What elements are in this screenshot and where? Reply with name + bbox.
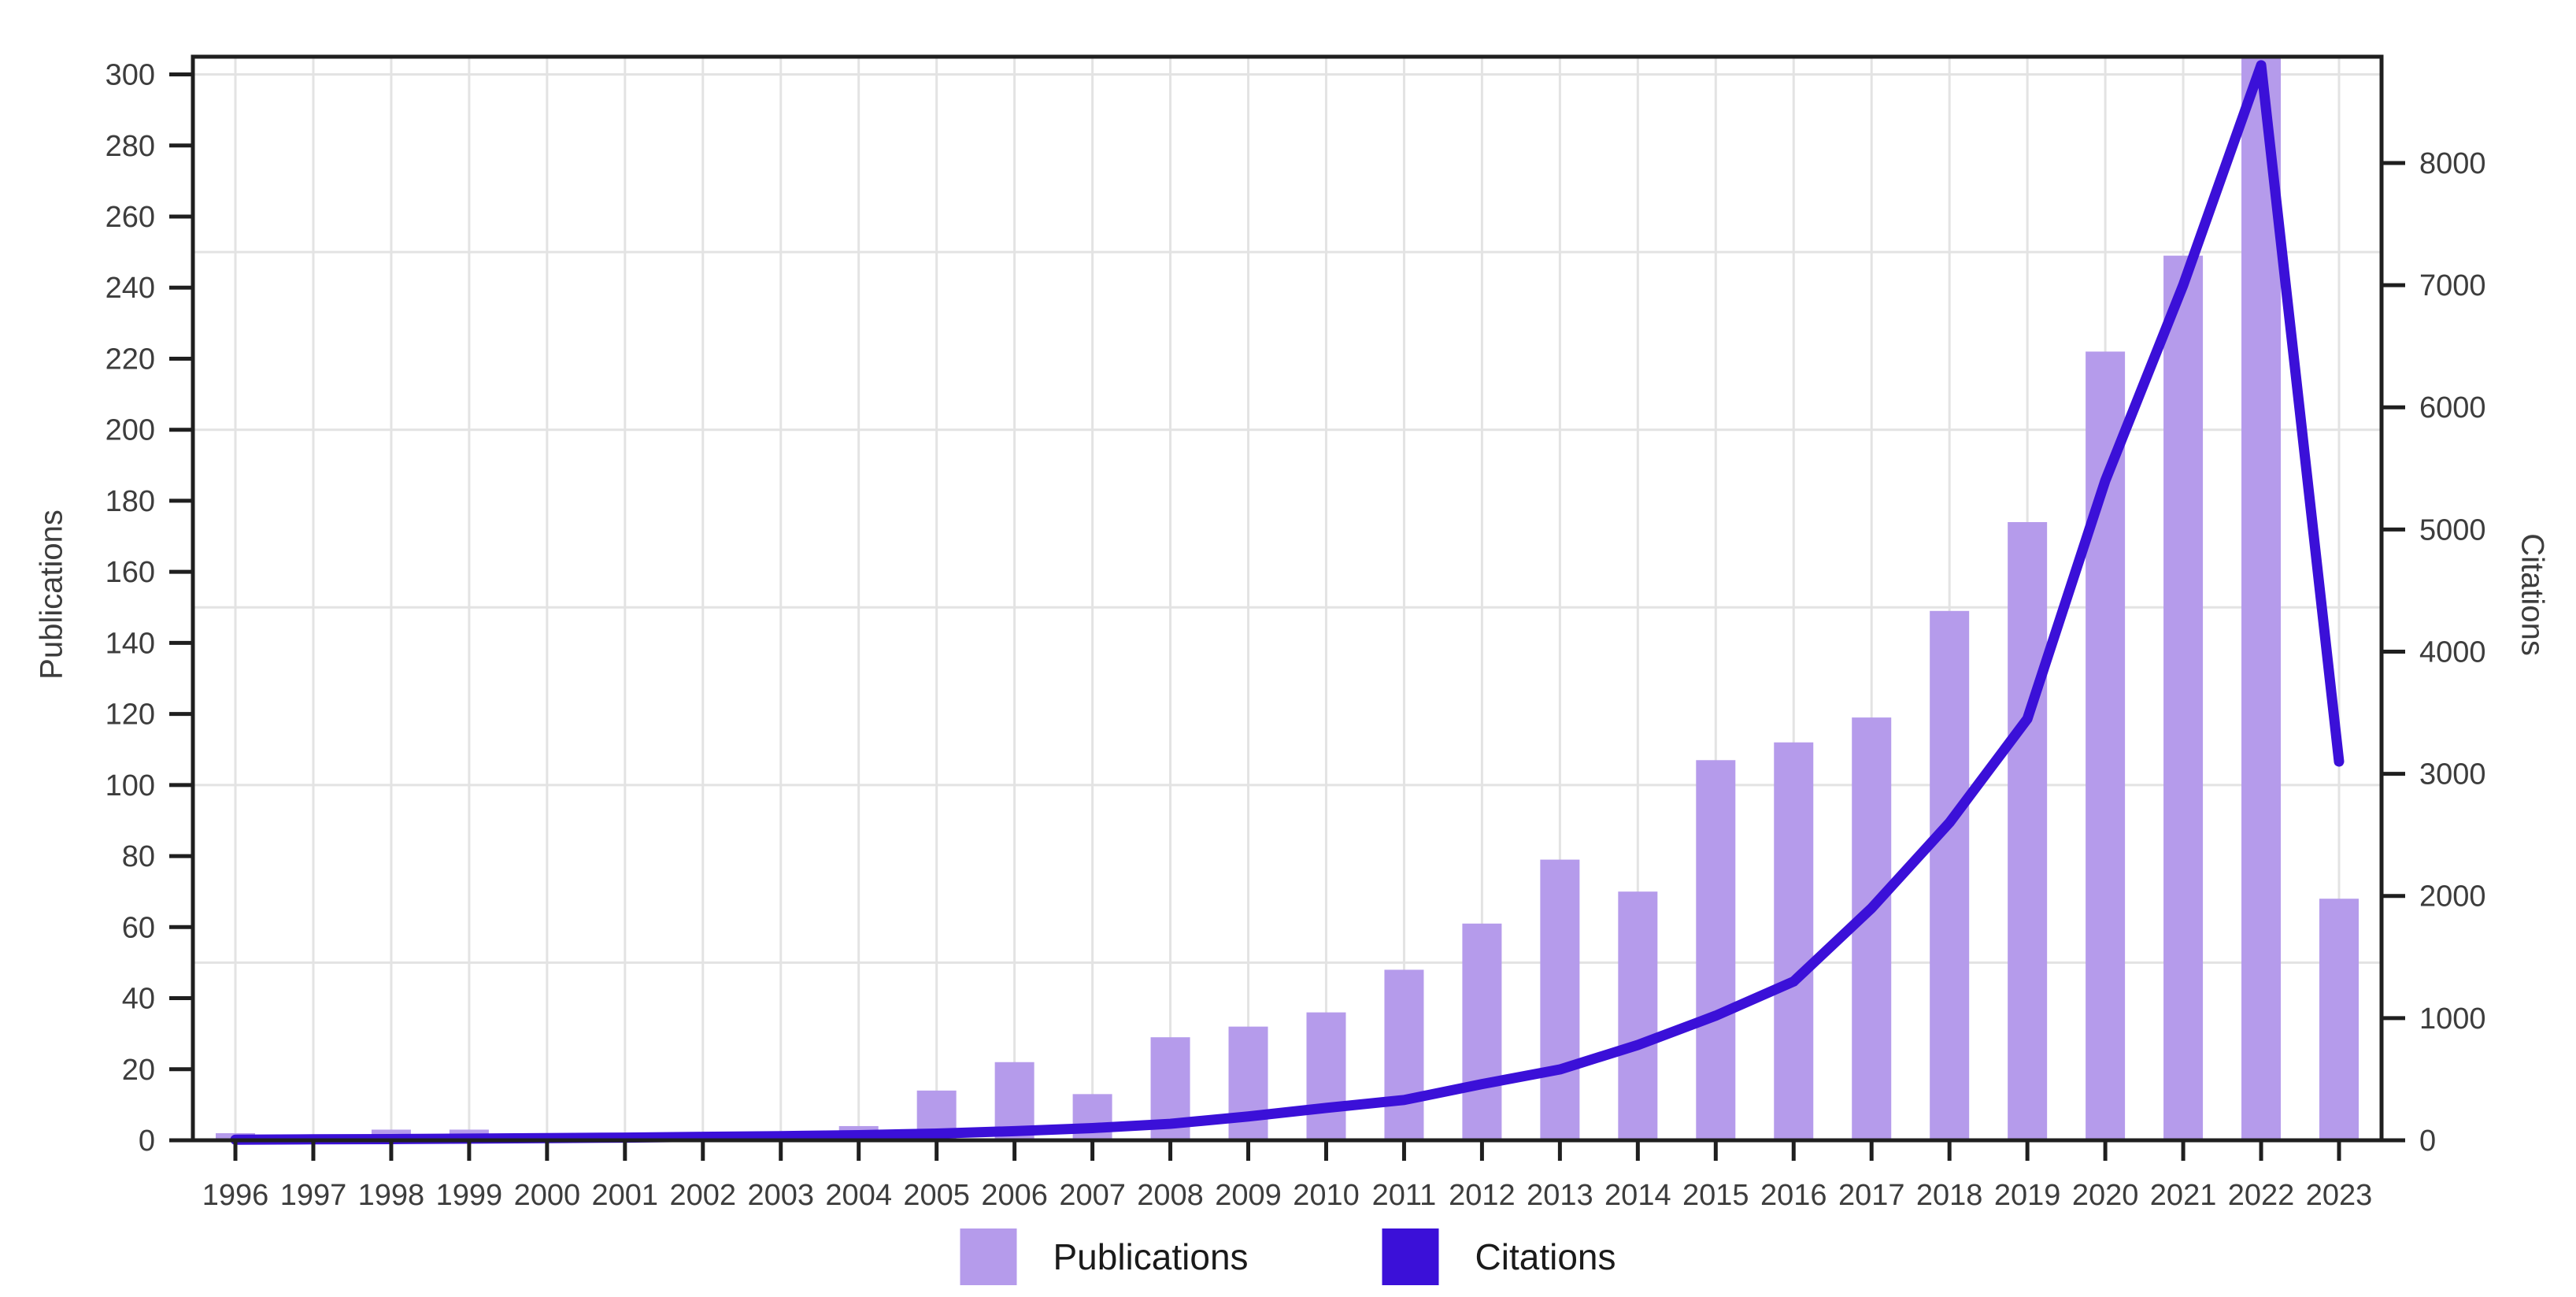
tick-label: 2020 (2072, 1179, 2139, 1212)
bar-2015 (1696, 760, 1736, 1140)
tick-label: 40 (122, 983, 155, 1016)
tick-label: 8000 (2419, 147, 2486, 180)
legend: Publications Citations (960, 1228, 1616, 1285)
tick-label: 4000 (2419, 636, 2486, 669)
bar-2011 (1384, 969, 1424, 1140)
tick-label: 2016 (1760, 1179, 1827, 1212)
bar-2017 (1852, 717, 1892, 1140)
legend-item-citations[interactable]: Citations (1382, 1228, 1616, 1285)
tick-label: 2012 (1449, 1179, 1516, 1212)
bar-2012 (1462, 923, 1502, 1140)
tick-label: 2000 (514, 1179, 581, 1212)
tick-label: 2003 (747, 1179, 814, 1212)
tick-label: 1998 (358, 1179, 425, 1212)
tick-label: 1997 (280, 1179, 347, 1212)
tick-label: 1996 (202, 1179, 269, 1212)
tick-label: 2004 (825, 1179, 892, 1212)
tick-label: 3000 (2419, 758, 2486, 791)
tick-label: 7000 (2419, 269, 2486, 302)
citations-swatch-icon (1382, 1228, 1439, 1285)
tick-label: 2015 (1682, 1179, 1749, 1212)
publications-bars (216, 57, 2359, 1141)
tick-label: 1999 (436, 1179, 503, 1212)
legend-label-publications: Publications (1053, 1236, 1249, 1277)
bar-2014 (1618, 891, 1658, 1140)
tick-label: 2017 (1838, 1179, 1905, 1212)
tick-label: 2021 (2150, 1179, 2217, 1212)
tick-label: 2013 (1527, 1179, 1593, 1212)
tick-label: 280 (105, 130, 155, 163)
left-axis-title: Publications (34, 510, 69, 680)
tick-label: 2002 (670, 1179, 737, 1212)
tick-label: 2001 (592, 1179, 659, 1212)
citations-line (230, 60, 2345, 1145)
tick-label: 2008 (1137, 1179, 1204, 1212)
tick-label: 2000 (2419, 880, 2486, 913)
bar-2022 (2241, 57, 2282, 1140)
tick-label: 120 (105, 699, 155, 732)
tick-label: 2022 (2228, 1179, 2295, 1212)
tick-label: 6000 (2419, 391, 2486, 424)
tick-label: 100 (105, 769, 155, 802)
bar-2013 (1540, 859, 1580, 1140)
bar-2023 (2319, 899, 2359, 1140)
tick-label: 300 (105, 59, 155, 92)
legend-item-publications[interactable]: Publications (960, 1228, 1249, 1285)
tick-label: 240 (105, 272, 155, 305)
gridlines (193, 57, 2382, 1140)
plot-frame (191, 54, 2384, 1143)
bar-2010 (1306, 1012, 1346, 1140)
tick-label: 1000 (2419, 1002, 2486, 1036)
publications-swatch-icon (960, 1228, 1017, 1285)
bar-2009 (1228, 1026, 1268, 1140)
right-axis-title: Citations (2515, 533, 2550, 656)
tick-label: 2007 (1059, 1179, 1126, 1212)
tick-label: 80 (122, 840, 155, 873)
tick-label: 2006 (981, 1179, 1048, 1212)
tick-label: 140 (105, 627, 155, 660)
tick-label: 60 (122, 911, 155, 944)
tick-label: 0 (139, 1125, 155, 1158)
tick-label: 2019 (1994, 1179, 2061, 1212)
tick-label: 2010 (1293, 1179, 1360, 1212)
bar-2021 (2163, 255, 2204, 1141)
bar-2016 (1774, 742, 1814, 1140)
legend-label-citations: Citations (1475, 1236, 1616, 1277)
tick-label: 160 (105, 556, 155, 589)
tick-label: 2009 (1215, 1179, 1282, 1212)
tick-label: 2011 (1372, 1179, 1437, 1212)
tick-label: 2014 (1604, 1179, 1671, 1212)
tick-label: 2018 (1916, 1179, 1983, 1212)
tick-label: 20 (122, 1054, 155, 1087)
tick-label: 260 (105, 201, 155, 234)
tick-label: 180 (105, 485, 155, 518)
tick-label: 5000 (2419, 513, 2486, 547)
bar-2018 (1930, 610, 1970, 1140)
bar-2019 (2008, 522, 2048, 1140)
tick-label: 2023 (2306, 1179, 2373, 1212)
tick-label: 220 (105, 343, 155, 376)
tick-label: 200 (105, 414, 155, 447)
tick-label: 0 (2419, 1125, 2436, 1158)
tick-label: 2005 (903, 1179, 970, 1212)
